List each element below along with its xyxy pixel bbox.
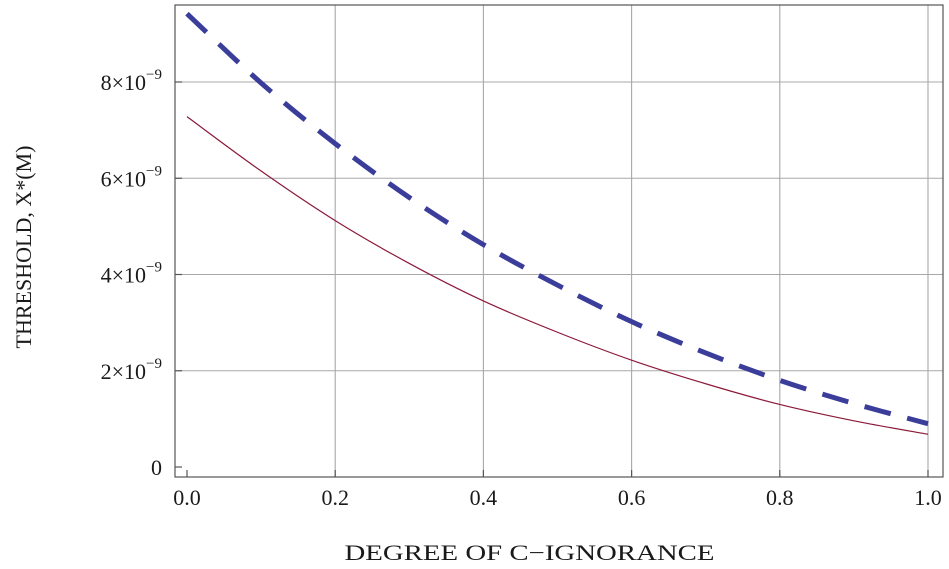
x-tick-label-3: 0.6 — [618, 485, 646, 510]
dashed-series-line — [185, 11, 929, 427]
x-tick-labels: 0.0 0.2 0.4 0.6 0.8 1.0 — [173, 485, 942, 510]
y-tick-labels: 0 2×10−9 4×10−9 6×10−9 8×10−9 — [101, 67, 162, 480]
x-tick-label-0: 0.0 — [173, 485, 201, 510]
plot-frame — [174, 4, 944, 478]
solid-series-line — [186, 116, 929, 435]
x-axis-title: DEGREE OF C−IGNORANCE — [345, 540, 715, 565]
x-tick-label-4: 0.8 — [766, 485, 794, 510]
y-tick-label-3: 6×10−9 — [101, 163, 162, 191]
grid-lines — [175, 5, 943, 477]
y-tick-label-4: 8×10−9 — [101, 67, 162, 95]
x-tick-label-1: 0.2 — [321, 485, 349, 510]
y-axis-title: THRESHOLD, X*(M) — [11, 146, 36, 349]
y-tick-label-1: 2×10−9 — [101, 356, 162, 384]
y-tick-label-2: 4×10−9 — [101, 260, 162, 288]
y-tick-label-0: 0 — [151, 455, 162, 480]
x-tick-label-2: 0.4 — [470, 485, 498, 510]
series-lines — [185, 11, 929, 435]
x-tick-label-5: 1.0 — [914, 485, 942, 510]
tick-marks — [175, 81, 929, 477]
